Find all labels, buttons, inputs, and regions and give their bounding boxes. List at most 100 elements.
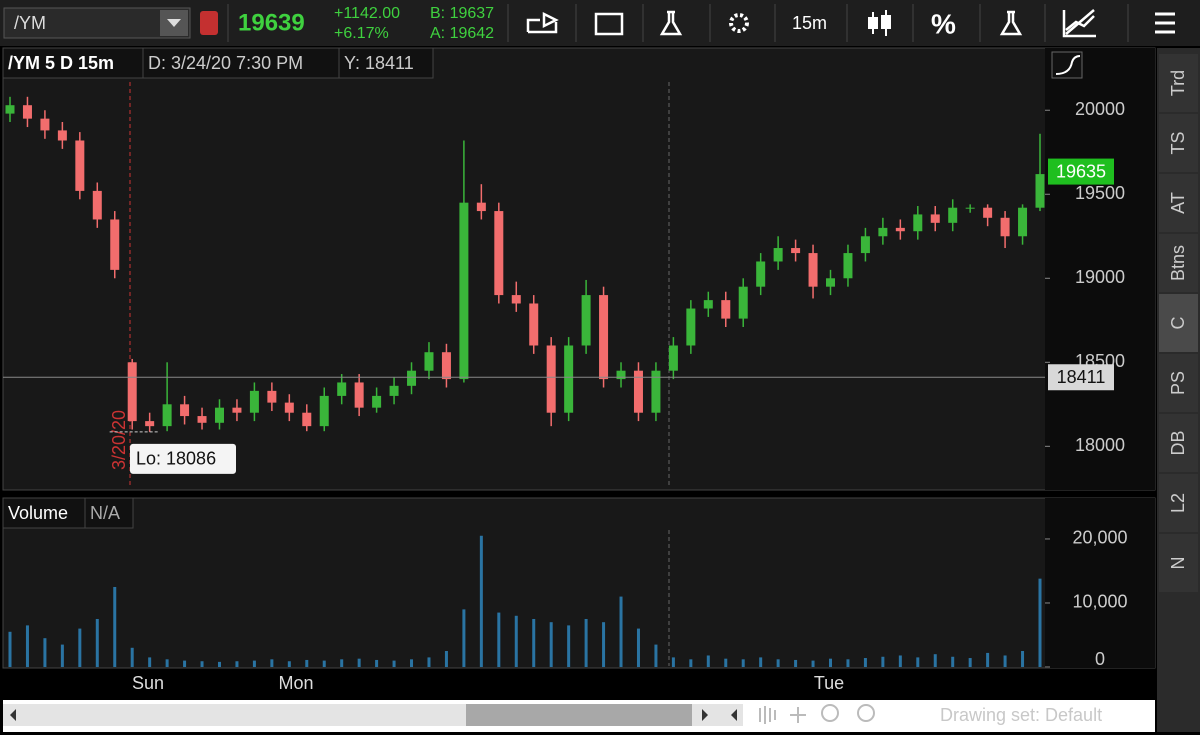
volume-bar xyxy=(200,661,204,667)
volume-bar xyxy=(584,618,588,667)
scroll-thumb[interactable] xyxy=(466,704,692,726)
candle-body xyxy=(1000,217,1010,237)
volume-bar xyxy=(636,628,640,667)
ask: A: 19642 xyxy=(430,25,494,42)
symbol: /YM xyxy=(14,13,46,33)
sidebar-tab[interactable] xyxy=(1159,414,1198,472)
candle-body xyxy=(1018,207,1028,237)
settings-icon[interactable] xyxy=(729,13,749,33)
volume-bar xyxy=(305,659,309,667)
volume-axis xyxy=(1045,498,1155,668)
drawing-icon[interactable] xyxy=(1062,9,1096,38)
flask-icon[interactable] xyxy=(659,10,683,36)
menu-icon[interactable] xyxy=(1155,12,1175,34)
candle-body xyxy=(22,105,32,119)
volume-bar xyxy=(235,661,239,667)
dropdown-arrow xyxy=(167,19,181,27)
y-tick-label: 20000 xyxy=(1075,99,1125,119)
sidebar-tab[interactable] xyxy=(1159,174,1198,232)
candle-body xyxy=(424,352,434,371)
sidebar-tab[interactable] xyxy=(1159,234,1198,292)
y-tick-label: 10,000 xyxy=(1072,592,1127,612)
candle-body xyxy=(546,345,556,413)
volume-bar xyxy=(462,609,466,667)
last-price: 19639 xyxy=(238,9,305,36)
volume-bar xyxy=(60,644,64,667)
volume-bar xyxy=(392,660,396,667)
candle-body xyxy=(773,248,783,262)
candle-body xyxy=(476,202,486,212)
candle-body xyxy=(756,261,766,287)
header-box xyxy=(84,497,134,529)
candle-body xyxy=(913,214,923,232)
volume-bar xyxy=(410,659,414,667)
sidebar-tab-label: Trd xyxy=(1168,70,1188,96)
sidebar-tab[interactable] xyxy=(1159,354,1198,412)
volume-bar xyxy=(113,586,117,667)
symbol-box[interactable] xyxy=(3,7,191,39)
candle-body xyxy=(180,404,190,417)
volume-title: Volume xyxy=(8,503,68,523)
price-axis xyxy=(1045,48,1155,490)
y-tick-label: 19500 xyxy=(1075,183,1125,203)
candle-body xyxy=(564,345,574,413)
drawing-set[interactable]: Drawing set: Default xyxy=(940,705,1102,725)
candle-body xyxy=(249,390,259,413)
low-label-box xyxy=(130,443,236,474)
volume-bar xyxy=(322,660,326,667)
sidebar-tab[interactable] xyxy=(1159,534,1198,592)
volume-bar xyxy=(514,615,518,667)
candle-body xyxy=(284,402,294,413)
candle-body xyxy=(878,227,888,237)
candle-body xyxy=(721,300,731,319)
last-price-box xyxy=(1048,158,1114,185)
candle-body xyxy=(40,118,50,131)
volume-bar xyxy=(846,659,850,667)
time-axis xyxy=(3,670,1155,698)
price-pane xyxy=(2,47,1156,491)
candle-body xyxy=(668,345,678,371)
percent-toggle[interactable]: % xyxy=(931,8,956,39)
volume-bar xyxy=(951,656,955,667)
sidebar-tab-label: AT xyxy=(1168,192,1188,214)
link-badge[interactable] xyxy=(200,11,218,35)
sidebar-tab-label: C xyxy=(1168,317,1188,330)
candle-body xyxy=(826,278,836,287)
candle-body xyxy=(983,207,993,218)
day-label: Tue xyxy=(814,673,844,693)
volume-bar xyxy=(95,618,99,667)
volume-bar xyxy=(724,658,728,667)
zoom-tools[interactable] xyxy=(759,706,806,724)
aggregation[interactable]: 15m xyxy=(792,13,827,33)
candle-body xyxy=(459,202,469,380)
volume-bar xyxy=(602,622,606,667)
volume-bar xyxy=(340,659,344,667)
volume-bar xyxy=(148,657,152,667)
axis-mode-icon xyxy=(1055,55,1081,75)
volume-bar xyxy=(759,657,763,667)
sidebar-tab[interactable] xyxy=(1159,114,1198,172)
cursor-y: Y: 18411 xyxy=(344,53,414,73)
volume-bar xyxy=(217,661,221,667)
sidebar-tab[interactable] xyxy=(1159,474,1198,532)
candle-body xyxy=(57,130,67,141)
studies-icon[interactable] xyxy=(594,12,624,36)
zoom-in[interactable] xyxy=(821,704,839,722)
chart-style-body xyxy=(868,17,878,29)
sidebar-tab[interactable] xyxy=(1159,294,1198,352)
date-marker: 3/20/20 xyxy=(109,410,129,470)
candle-body xyxy=(75,140,85,191)
volume-bar xyxy=(549,622,553,667)
net-change: +1142.00 xyxy=(334,5,400,22)
zoom-out[interactable] xyxy=(857,704,875,722)
cursor-price: 18411 xyxy=(1057,367,1106,387)
sidebar-tab[interactable] xyxy=(1159,54,1198,112)
sidebar-tab-label: L2 xyxy=(1168,493,1188,513)
volume-bar xyxy=(689,659,693,667)
sidebar-tab-label: N xyxy=(1168,557,1188,570)
candle-body xyxy=(441,352,451,380)
low-label: Lo: 18086 xyxy=(136,449,216,469)
share-icon[interactable] xyxy=(526,11,559,34)
flask-icon[interactable] xyxy=(999,10,1023,36)
